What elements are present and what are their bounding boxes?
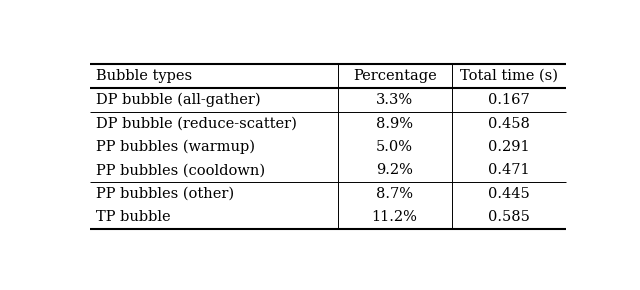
Text: 0.458: 0.458: [488, 117, 530, 130]
Text: 0.291: 0.291: [488, 140, 530, 154]
Text: PP bubbles (warmup): PP bubbles (warmup): [96, 140, 255, 154]
Text: 0.585: 0.585: [488, 210, 530, 224]
Text: Percentage: Percentage: [353, 69, 436, 83]
Text: 8.9%: 8.9%: [376, 117, 413, 130]
Text: 11.2%: 11.2%: [372, 210, 417, 224]
Text: DP bubble (reduce-scatter): DP bubble (reduce-scatter): [96, 117, 297, 130]
Text: TP bubble: TP bubble: [96, 210, 170, 224]
Text: 0.445: 0.445: [488, 187, 530, 201]
Text: PP bubbles (cooldown): PP bubbles (cooldown): [96, 164, 265, 177]
Text: 0.471: 0.471: [488, 164, 530, 177]
Text: DP bubble (all-gather): DP bubble (all-gather): [96, 93, 260, 107]
Text: PP bubbles (other): PP bubbles (other): [96, 187, 234, 201]
Text: 5.0%: 5.0%: [376, 140, 413, 154]
Text: 9.2%: 9.2%: [376, 164, 413, 177]
Text: Bubble types: Bubble types: [96, 69, 192, 83]
Text: 3.3%: 3.3%: [376, 93, 413, 107]
Text: 0.167: 0.167: [488, 93, 530, 107]
Text: Total time (s): Total time (s): [460, 69, 558, 83]
Text: 8.7%: 8.7%: [376, 187, 413, 201]
